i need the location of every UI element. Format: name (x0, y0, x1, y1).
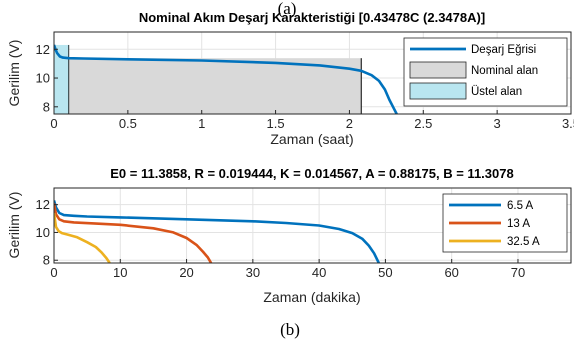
chart-a-ytick-label: 10 (36, 71, 50, 86)
caption-b: (b) (280, 320, 300, 339)
chart-b-xtick-label: 60 (444, 265, 458, 280)
chart-a-xlabel: Zaman (saat) (270, 131, 353, 147)
chart-b-xtick-label: 20 (179, 265, 193, 280)
chart-b-lines (54, 200, 380, 263)
series-line-6-5-a (54, 200, 380, 263)
series-line-32-5-a (54, 212, 111, 263)
chart-b-ytick-label: 10 (36, 225, 50, 240)
chart-a-xtick-label: 1 (198, 116, 205, 131)
chart-a-title: Nominal Akım Deşarj Karakteristiği [0.43… (139, 10, 485, 25)
chart-b-xtick-label: 50 (378, 265, 392, 280)
chart-b-xlabel: Zaman (dakika) (263, 289, 360, 305)
exponential-area (54, 44, 69, 114)
chart-a-xtick-label: 2.5 (414, 116, 432, 131)
chart-a-xtick-label: 3 (494, 116, 501, 131)
legend-item-13-a-label: 13 A (507, 218, 530, 230)
chart-b-xtick-label: 70 (511, 265, 525, 280)
legend-item-32-5-a-label: 32.5 A (507, 236, 540, 248)
chart-a-ytick-label: 12 (36, 42, 50, 57)
legend-item-desarj-egrisi-label: Deşarj Eğrisi (471, 44, 536, 56)
chart-a-axes-box (53, 31, 572, 115)
chart-b-xtick-label: 10 (113, 265, 127, 280)
legend-item-ustel-alan-label: Üstel alan (471, 86, 522, 98)
series-line-desarj-egrisi (54, 44, 398, 114)
chart-a-ytick-label: 8 (43, 99, 50, 114)
legend-item-nominal-alan-swatch (409, 61, 467, 79)
legend-item-nominal-alan-label: Nominal alan (471, 65, 538, 77)
chart-a-xtick-label: 0.5 (119, 116, 137, 131)
chart-b-title: E0 = 11.3858, R = 0.019444, K = 0.014567… (110, 166, 513, 181)
chart-a-ylabel: Gerilim (V) (6, 40, 22, 107)
chart-a-ticks: 0 0.5 1 1.5 2 2.5 3 3.5 8 10 12 (36, 42, 574, 131)
series-line-13-a (54, 203, 213, 263)
chart-a-areas (54, 44, 362, 114)
chart-b-ticks: 0 10 20 30 40 50 60 70 8 10 12 (36, 197, 526, 280)
chart-b-ytick-label: 8 (43, 253, 50, 268)
chart-b-axes-box (53, 187, 572, 264)
legend-item-6-5-a-label: 6.5 A (507, 200, 534, 212)
chart-a: Nominal Akım Deşarj Karakteristiği [0.43… (6, 10, 574, 147)
chart-a-xtick-label: 3.5 (562, 116, 574, 131)
chart-a-lines (54, 44, 398, 114)
chart-b-ytick-label: 12 (36, 197, 50, 212)
chart-b-xtick-label: 40 (312, 265, 326, 280)
chart-b: E0 = 11.3858, R = 0.019444, K = 0.014567… (6, 166, 572, 305)
chart-a-xtick-label: 0 (50, 116, 57, 131)
chart-b-ylabel: Gerilim (V) (6, 192, 22, 259)
caption-a: (a) (278, 0, 297, 18)
chart-a-legend: Deşarj Eğrisi Nominal alan Üstel alan (403, 37, 568, 107)
legend-item-ustel-alan-swatch (409, 82, 467, 100)
chart-b-xtick-label: 0 (50, 265, 57, 280)
nominal-area (54, 58, 362, 114)
chart-a-xtick-label: 1.5 (267, 116, 285, 131)
chart-b-legend: 6.5 A 13 A 32.5 A (442, 193, 568, 253)
chart-b-xtick-label: 30 (246, 265, 260, 280)
chart-a-xtick-label: 2 (346, 116, 353, 131)
